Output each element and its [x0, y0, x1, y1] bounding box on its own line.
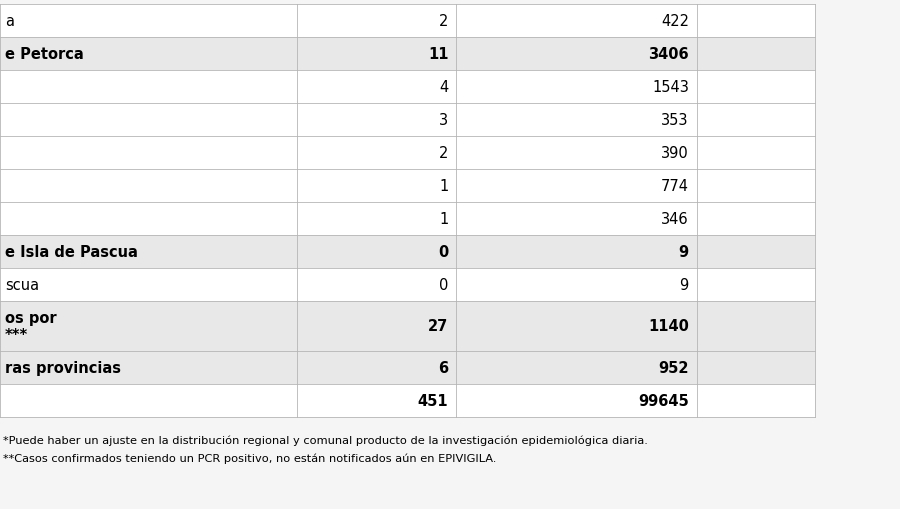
Text: 451: 451 [418, 393, 448, 408]
Text: **Casos confirmados teniendo un PCR positivo, no están notificados aún en EPIVIG: **Casos confirmados teniendo un PCR posi… [3, 453, 497, 464]
Bar [0, 38, 815, 71]
Text: 346: 346 [662, 212, 688, 227]
Text: scua: scua [5, 277, 39, 293]
Text: 1543: 1543 [652, 80, 688, 95]
Text: 27: 27 [428, 319, 448, 334]
Text: *Puede haber un ajuste en la distribución regional y comunal producto de la inve: *Puede haber un ajuste en la distribució… [3, 435, 648, 445]
Text: ras provincias: ras provincias [5, 360, 121, 375]
Bar [0, 351, 815, 384]
Text: 11: 11 [428, 47, 448, 62]
Bar [0, 5, 815, 38]
Text: 1: 1 [439, 212, 448, 227]
Text: 3: 3 [439, 113, 448, 128]
Text: e Petorca: e Petorca [5, 47, 84, 62]
Text: 774: 774 [661, 179, 688, 193]
Text: 1: 1 [439, 179, 448, 193]
Bar [0, 169, 815, 203]
Text: 390: 390 [662, 146, 688, 161]
Bar [0, 71, 815, 104]
Text: 0: 0 [439, 277, 448, 293]
Text: a: a [5, 14, 14, 29]
Text: 1140: 1140 [648, 319, 688, 334]
Text: os por
***: os por *** [5, 310, 57, 343]
Text: 422: 422 [661, 14, 688, 29]
Bar [0, 236, 815, 268]
Text: 99645: 99645 [638, 393, 689, 408]
Bar [0, 268, 815, 301]
Bar [0, 203, 815, 236]
Text: 2: 2 [439, 14, 448, 29]
Text: 6: 6 [438, 360, 448, 375]
Text: 353: 353 [662, 113, 688, 128]
Bar [0, 137, 815, 169]
Text: 2: 2 [439, 146, 448, 161]
Bar [0, 104, 815, 137]
Text: 4: 4 [439, 80, 448, 95]
Text: 952: 952 [658, 360, 688, 375]
Bar [0, 384, 815, 417]
Text: 9: 9 [680, 277, 688, 293]
Text: e Isla de Pascua: e Isla de Pascua [5, 244, 138, 260]
Bar [0, 301, 815, 351]
Text: 3406: 3406 [648, 47, 688, 62]
Text: 9: 9 [679, 244, 688, 260]
Text: 0: 0 [438, 244, 448, 260]
